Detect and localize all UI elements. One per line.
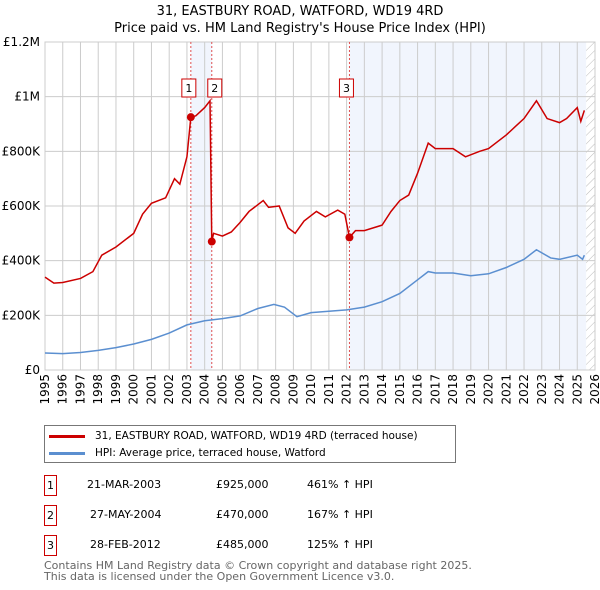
sale-label-box xyxy=(181,78,197,98)
x-tick-label: 2003 xyxy=(180,374,194,405)
y-tick-label: £1.2M xyxy=(3,35,40,49)
x-tick-label: 2014 xyxy=(375,374,389,405)
x-tick-label: 2011 xyxy=(322,374,336,405)
sale-date: 27-MAY-2004 xyxy=(90,508,162,521)
x-tick-label: 2017 xyxy=(428,374,442,405)
x-tick-label: 1999 xyxy=(109,374,123,405)
y-tick-label: £0 xyxy=(25,363,40,377)
x-tick-label: 2002 xyxy=(162,374,176,405)
x-tick-label: 2025 xyxy=(570,374,584,405)
x-tick-label: 2009 xyxy=(286,374,300,405)
sale-label: 3 xyxy=(343,82,350,95)
x-tick-label: 2006 xyxy=(233,374,247,405)
sale-point xyxy=(207,237,216,246)
sale-hpi: 167% ↑ HPI xyxy=(307,508,373,521)
hpi-line xyxy=(44,248,586,355)
x-tick-label: 2013 xyxy=(357,374,371,405)
x-tick-label: 2019 xyxy=(464,374,478,405)
sale-price: £485,000 xyxy=(216,538,269,551)
x-tick-label: 2010 xyxy=(304,374,318,405)
sale-marker: 3 xyxy=(44,535,57,556)
sale-label: 2 xyxy=(211,82,218,95)
sale-point xyxy=(186,113,195,122)
sale-date: 28-FEB-2012 xyxy=(90,538,161,551)
x-tick-label: 2012 xyxy=(340,374,354,405)
sale-price: £470,000 xyxy=(216,508,269,521)
x-tick-label: 2001 xyxy=(144,374,158,405)
x-tick-label: 2008 xyxy=(269,374,283,405)
plot-border xyxy=(44,41,596,371)
x-tick-label: 1998 xyxy=(91,374,105,405)
sale-price: £925,000 xyxy=(216,478,269,491)
legend-hpi-label: HPI: Average price, terraced house, Watf… xyxy=(95,447,326,459)
x-tick-label: 2018 xyxy=(446,374,460,405)
x-tick-label: 2026 xyxy=(588,374,600,405)
footer-line: This data is licensed under the Open Gov… xyxy=(44,570,395,583)
footer-line: Contains HM Land Registry data © Crown c… xyxy=(44,559,472,572)
x-tick-label: 2007 xyxy=(251,374,265,405)
x-tick-label: 2015 xyxy=(393,374,407,405)
sale-label-box xyxy=(338,78,354,98)
price-chart: 1995 1996 1997 1998 1999 2000 2001 2002 2003 2004… xyxy=(2,35,600,405)
y-tick-label: £1M xyxy=(14,90,40,104)
legend-red-line xyxy=(49,434,85,438)
x-tick-label: 2020 xyxy=(482,374,496,405)
sale-marker: 2 xyxy=(44,505,57,526)
x-tick-label: 1995 xyxy=(38,374,52,405)
sale-row: 3 28-FEB-2012 £485,000 125% ↑ HPI xyxy=(44,535,444,556)
y-tick-label: £800K xyxy=(2,144,42,158)
x-tick-label: 1997 xyxy=(73,374,87,405)
x-tick-label: 2004 xyxy=(198,374,212,405)
sale-label-box xyxy=(207,78,223,98)
y-tick-label: £200K xyxy=(2,308,42,322)
property-price-line xyxy=(44,98,586,284)
x-tick-label: 2005 xyxy=(215,374,229,405)
y-tick-label: £600K xyxy=(2,199,42,213)
x-tick-label: 2000 xyxy=(127,374,141,405)
x-tick-label: 2021 xyxy=(499,374,513,405)
sale-point xyxy=(345,233,354,242)
x-tick-label: 1996 xyxy=(56,374,70,405)
sale-row: 1 21-MAR-2003 £925,000 461% ↑ HPI xyxy=(44,475,444,496)
chart-subtitle: Price paid vs. HM Land Registry's House … xyxy=(114,21,486,36)
sale-hpi: 125% ↑ HPI xyxy=(307,538,373,551)
legend-property-label: 31, EASTBURY ROAD, WATFORD, WD19 4RD (te… xyxy=(95,430,418,442)
sale-date: 21-MAR-2003 xyxy=(87,478,162,491)
x-tick-label: 2022 xyxy=(517,374,531,405)
sale-row: 2 27-MAY-2004 £470,000 167% ↑ HPI xyxy=(44,505,444,526)
sale-label: 1 xyxy=(185,82,192,95)
chart-title: 31, EASTBURY ROAD, WATFORD, WD19 4RD xyxy=(156,4,444,19)
footer: Contains HM Land Registry data © Crown c… xyxy=(44,560,472,582)
legend: 31, EASTBURY ROAD, WATFORD, WD19 4RD (te… xyxy=(44,425,456,463)
sale-marker: 1 xyxy=(44,475,57,496)
x-tick-label: 2016 xyxy=(411,374,425,405)
x-tick-label: 2023 xyxy=(535,374,549,405)
x-tick-label: 2024 xyxy=(553,374,567,405)
y-tick-label: £400K xyxy=(2,254,42,268)
sale-hpi: 461% ↑ HPI xyxy=(307,478,373,491)
legend-blue-line xyxy=(49,451,85,455)
